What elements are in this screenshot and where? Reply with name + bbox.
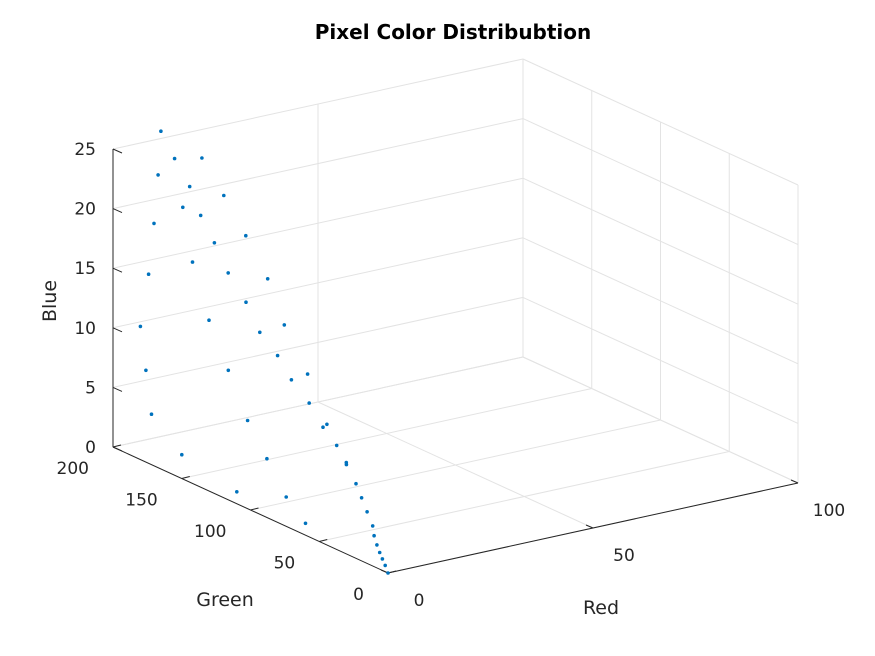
data-point	[180, 452, 184, 457]
data-point	[235, 490, 239, 494]
data-point	[181, 205, 185, 210]
data-point	[383, 563, 388, 568]
data-point	[305, 372, 310, 376]
x-tick-label: 100	[813, 501, 845, 521]
grid-line	[112, 177, 524, 269]
data-point	[265, 277, 270, 281]
data-point	[146, 272, 151, 277]
z-tick-label: 10	[74, 319, 96, 339]
y-tick-label: 50	[274, 554, 296, 574]
data-point	[375, 543, 379, 547]
chart-title: Pixel Color Distribubtion	[315, 20, 592, 44]
grid-line	[522, 177, 799, 305]
z-tick-label: 20	[74, 200, 96, 220]
z-tick-mark	[112, 386, 123, 392]
grid-line	[112, 58, 524, 150]
data-point	[303, 521, 308, 526]
data-point	[159, 129, 163, 133]
data-point	[321, 425, 325, 430]
data-point	[354, 481, 358, 486]
y-tick-label: 200	[57, 459, 89, 479]
data-point	[284, 495, 289, 499]
grid-line	[522, 118, 799, 246]
grid-line	[112, 237, 524, 329]
grid-line	[522, 296, 799, 424]
data-point	[207, 318, 211, 323]
y-axis-label: Green	[196, 589, 254, 611]
z-tick-label: 0	[85, 438, 96, 458]
grid-line	[250, 419, 661, 511]
y-tick-mark	[181, 476, 190, 479]
data-point	[200, 156, 204, 160]
data-point	[245, 418, 250, 423]
data-point	[275, 353, 280, 358]
z-tick-mark	[112, 327, 123, 333]
data-point	[334, 443, 339, 448]
y-tick-mark	[319, 539, 328, 542]
grid-line	[112, 118, 524, 210]
data-point	[344, 460, 349, 465]
data-point	[265, 456, 269, 461]
x-tick-label: 50	[613, 546, 635, 566]
data-point	[386, 571, 390, 575]
data-point	[149, 412, 154, 417]
y-tick-label: 100	[194, 522, 226, 542]
x-tick-mark	[790, 479, 799, 484]
data-point	[144, 368, 148, 373]
grid-line	[112, 356, 524, 448]
data-point	[380, 557, 385, 561]
data-point	[244, 300, 248, 305]
z-tick-mark	[112, 267, 123, 273]
data-point	[198, 213, 203, 218]
axes	[112, 148, 799, 574]
z-tick-label: 15	[74, 259, 96, 279]
data-point	[365, 510, 369, 514]
data-point	[370, 524, 375, 528]
data-point	[307, 401, 312, 405]
y-tick-label: 150	[125, 491, 157, 511]
data-point	[258, 330, 262, 335]
z-tick-mark	[112, 208, 123, 214]
data-point	[377, 550, 382, 555]
data-point	[152, 221, 156, 226]
data-point	[187, 184, 192, 189]
x-tick-label: 0	[414, 591, 425, 611]
data-point	[372, 533, 376, 538]
data-point	[325, 422, 329, 427]
y-tick-mark	[250, 507, 259, 511]
data-point	[190, 260, 195, 264]
z-tick-mark	[112, 446, 123, 452]
data-point	[359, 496, 364, 500]
grid-lines	[112, 58, 799, 574]
grid-line	[522, 237, 799, 365]
data-point	[244, 233, 248, 238]
data-point	[226, 271, 230, 275]
data-point	[138, 324, 143, 329]
grid-line	[522, 58, 799, 186]
z-tick-label: 25	[74, 140, 96, 160]
data-point	[156, 173, 160, 177]
data-point	[172, 156, 177, 161]
data-point	[222, 193, 226, 198]
data-point	[212, 241, 217, 245]
y-tick-label: 0	[353, 585, 364, 605]
data-point	[282, 323, 287, 327]
z-tick-mark	[112, 148, 123, 154]
grid-line	[112, 296, 524, 388]
data-points	[138, 129, 390, 575]
z-axis-label: Blue	[39, 280, 61, 322]
x-axis-label: Red	[583, 597, 619, 619]
y-tick-mark	[112, 444, 122, 448]
data-point	[226, 368, 231, 373]
x-tick-mark	[585, 524, 594, 529]
data-point	[289, 378, 294, 382]
grid-line	[319, 451, 730, 542]
z-tick-label: 5	[85, 378, 96, 398]
grid-line	[181, 388, 592, 479]
